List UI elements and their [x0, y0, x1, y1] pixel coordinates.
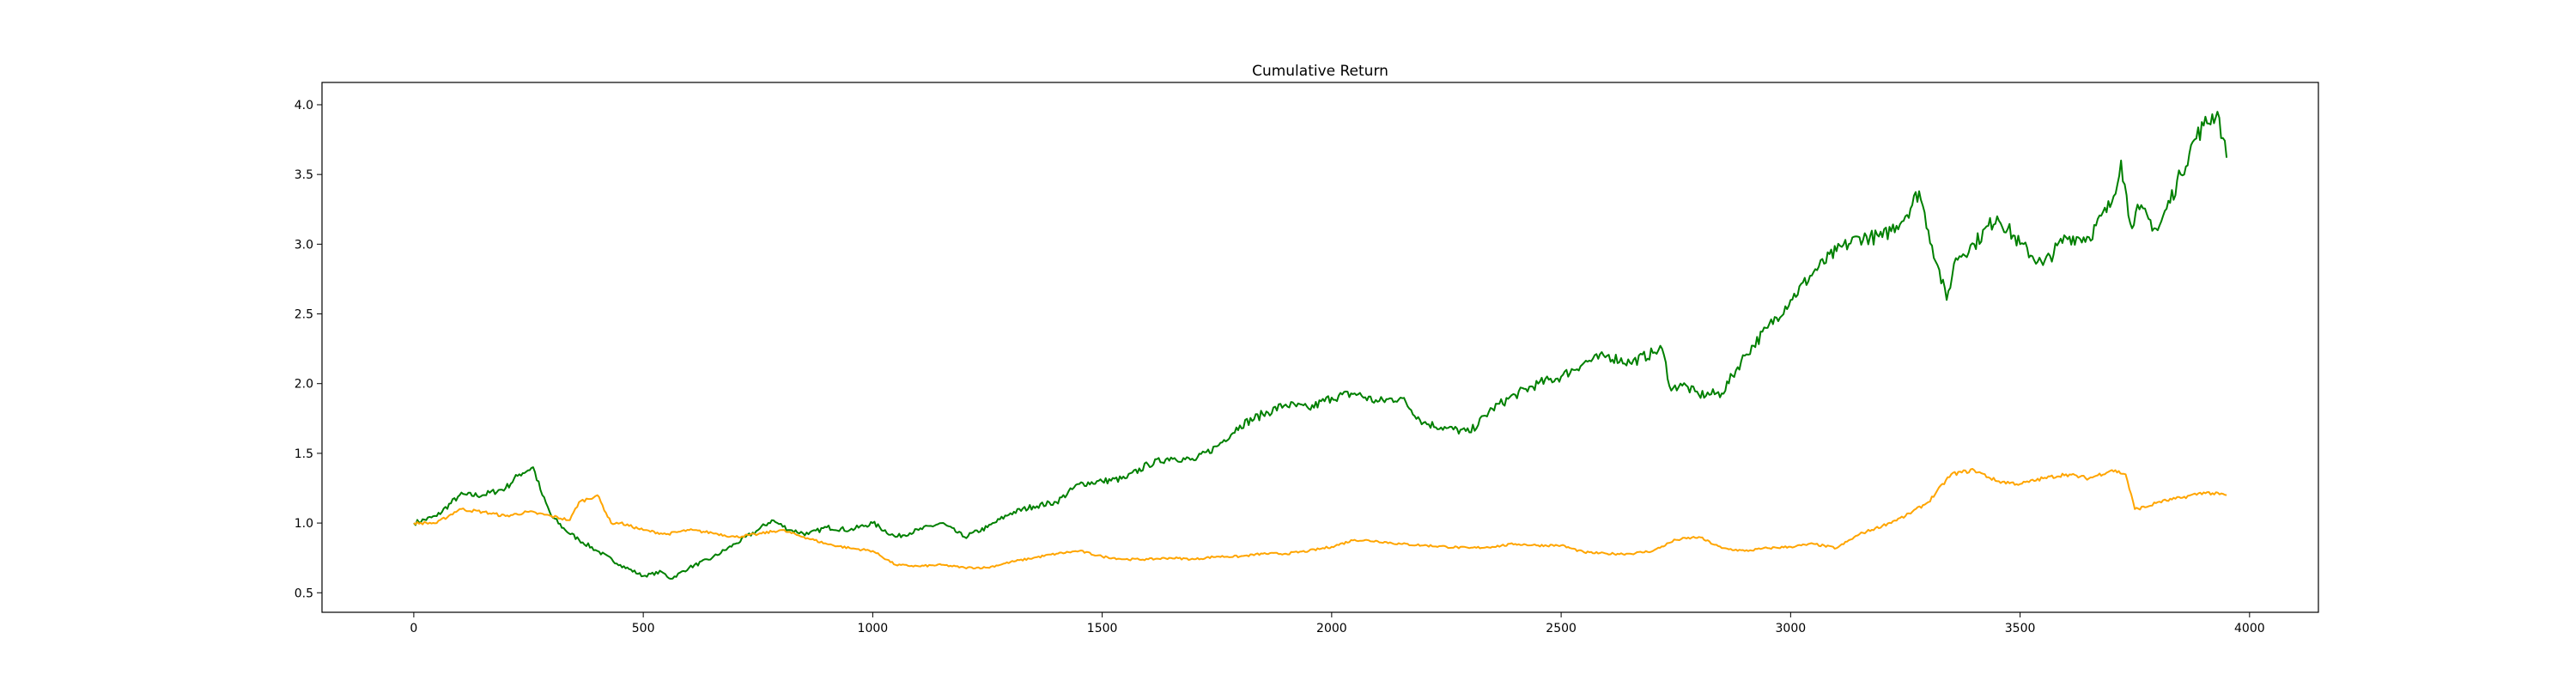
chart-title: Cumulative Return: [1252, 63, 1388, 80]
y-tick-label: 1.0: [295, 517, 313, 531]
x-tick-label: 2000: [1316, 622, 1347, 635]
y-tick-label: 2.5: [295, 308, 313, 322]
series-line-2: [413, 468, 2227, 570]
series-layer: [413, 111, 2228, 580]
axes-layer: 0 500 1000 1500 2000 2500 3000 3500 4000 0.5 1.0 1.…: [295, 99, 2265, 635]
y-tick-label: 3.0: [295, 238, 313, 252]
x-tick-label: 500: [632, 622, 655, 635]
y-tick-label: 4.0: [295, 99, 313, 112]
x-tick-label: 0: [410, 622, 417, 635]
y-tick-label: 0.5: [295, 587, 313, 600]
y-tick-label: 2.0: [295, 378, 313, 392]
x-tick-label: 1500: [1087, 622, 1118, 635]
y-tick-label: 1.5: [295, 447, 313, 461]
x-tick-label: 1000: [858, 622, 889, 635]
y-tick-label: 3.5: [295, 168, 313, 182]
x-tick-label: 3500: [2005, 622, 2036, 635]
plot-frame: [321, 82, 2319, 613]
x-tick-label: 3000: [1776, 622, 1807, 635]
x-tick-label: 4000: [2234, 622, 2265, 635]
series-line-1: [413, 111, 2228, 580]
x-tick-label: 2500: [1546, 622, 1577, 635]
